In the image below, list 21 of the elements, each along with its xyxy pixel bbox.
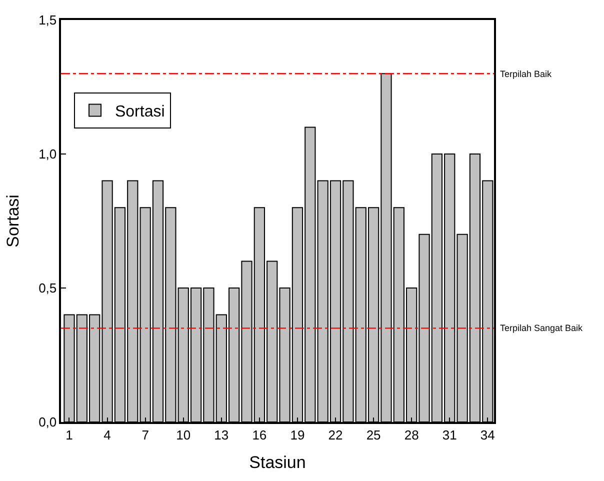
x-tick-label: 1 <box>66 427 73 442</box>
x-tick-label: 4 <box>104 427 111 442</box>
legend-label: Sortasi <box>114 104 165 120</box>
ref-line-label: Terpilah Sangat Baik <box>500 323 584 333</box>
y-tick-label: 1,5 <box>38 12 57 28</box>
y-tick-label: 1,0 <box>38 146 57 162</box>
x-tick-label: 28 <box>404 427 419 442</box>
x-axis-title: Stasiun <box>249 453 306 472</box>
ref-line-label: Terpilah Baik <box>500 69 552 79</box>
x-tick-label: 22 <box>328 427 343 442</box>
x-tick-label: 19 <box>290 427 305 442</box>
x-tick-label: 13 <box>214 427 229 442</box>
x-tick-label: 7 <box>142 427 149 442</box>
x-tick-label: 16 <box>252 427 267 442</box>
y-tick-label: 0,5 <box>38 280 57 296</box>
x-tick-label: 10 <box>176 427 191 442</box>
y-tick-label: 0,0 <box>38 414 57 430</box>
x-tick-label: 25 <box>366 427 381 442</box>
x-tick-label: 34 <box>480 427 495 442</box>
x-tick-label: 31 <box>442 427 457 442</box>
y-axis-title: Sortasi <box>4 194 23 248</box>
